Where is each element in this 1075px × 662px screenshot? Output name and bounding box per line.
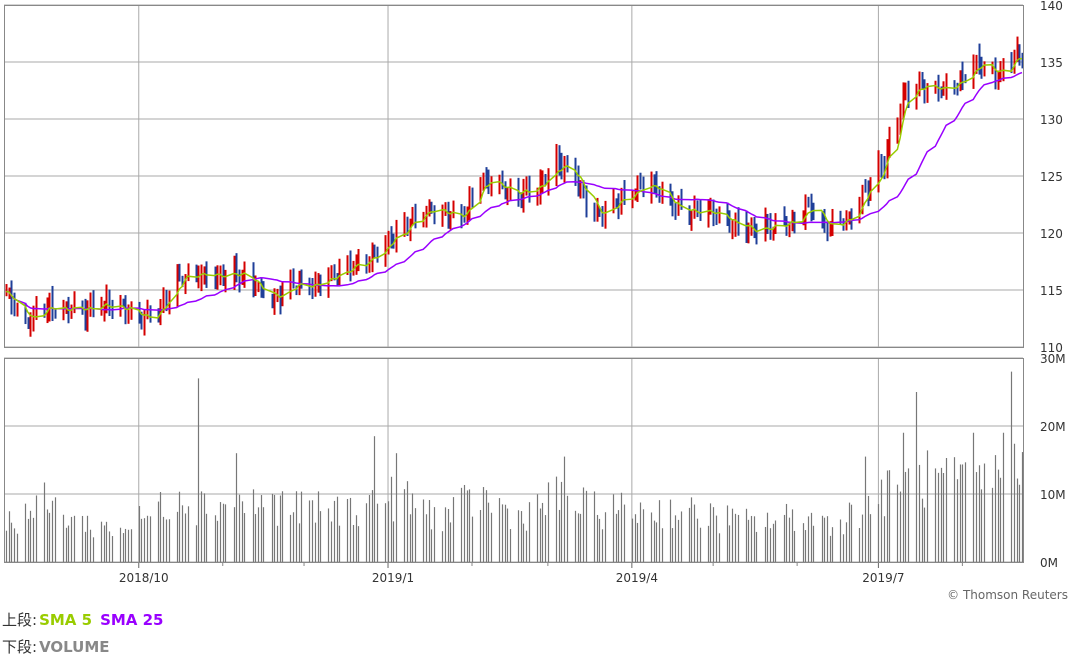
x-tick-label: 2019/7: [862, 571, 904, 585]
x-tick-label: 2019/1: [372, 571, 414, 585]
volume-tick-label: 0M: [1040, 556, 1058, 570]
legend-lower-label: 下段:: [2, 638, 38, 656]
y-axis-labels: 140 135 130 125 120 115 110 30M 20M 10M …: [1040, 0, 1066, 570]
price-tick-label: 120: [1040, 227, 1063, 241]
price-tick-label: 110: [1040, 341, 1063, 355]
price-grid: [4, 4, 1023, 348]
stock-chart: 140 135 130 125 120 115 110 30M 20M 10M …: [4, 0, 1068, 602]
legend-upper-label: 上段:: [2, 611, 38, 629]
legend-sma25: SMA 25: [100, 611, 164, 629]
chart-frames: [4, 5, 1024, 563]
x-tick-label: 2019/4: [616, 571, 658, 585]
price-tick-label: 135: [1040, 56, 1063, 70]
volume-bars: [5, 371, 1024, 562]
x-tick-label: 2018/10: [119, 571, 169, 585]
sma5-line: [5, 57, 1023, 319]
price-tick-label: 140: [1040, 0, 1063, 13]
sma5-line-group: [5, 57, 1023, 319]
copyright-credit: © Thomson Reuters: [947, 588, 1068, 602]
x-axis-labels: 2018/10 2019/1 2019/4 2019/7: [119, 571, 905, 585]
volume-tick-label: 30M: [1040, 352, 1066, 366]
legend-lower: 下段: VOLUME: [2, 638, 110, 656]
price-tick-label: 115: [1040, 284, 1063, 298]
legend-volume: VOLUME: [39, 638, 110, 656]
legend-upper: 上段: SMA 5 SMA 25: [2, 611, 164, 629]
volume-tick-label: 10M: [1040, 488, 1066, 502]
price-bars: [5, 36, 1024, 337]
price-tick-label: 130: [1040, 113, 1063, 127]
volume-panel-frame: [4, 358, 1024, 563]
volume-tick-label: 20M: [1040, 420, 1066, 434]
sma25-line-group: [5, 71, 1023, 311]
legend-sma5: SMA 5: [39, 611, 93, 629]
sma25-line: [5, 71, 1023, 311]
price-tick-label: 125: [1040, 170, 1063, 184]
price-panel-frame: [4, 5, 1024, 348]
